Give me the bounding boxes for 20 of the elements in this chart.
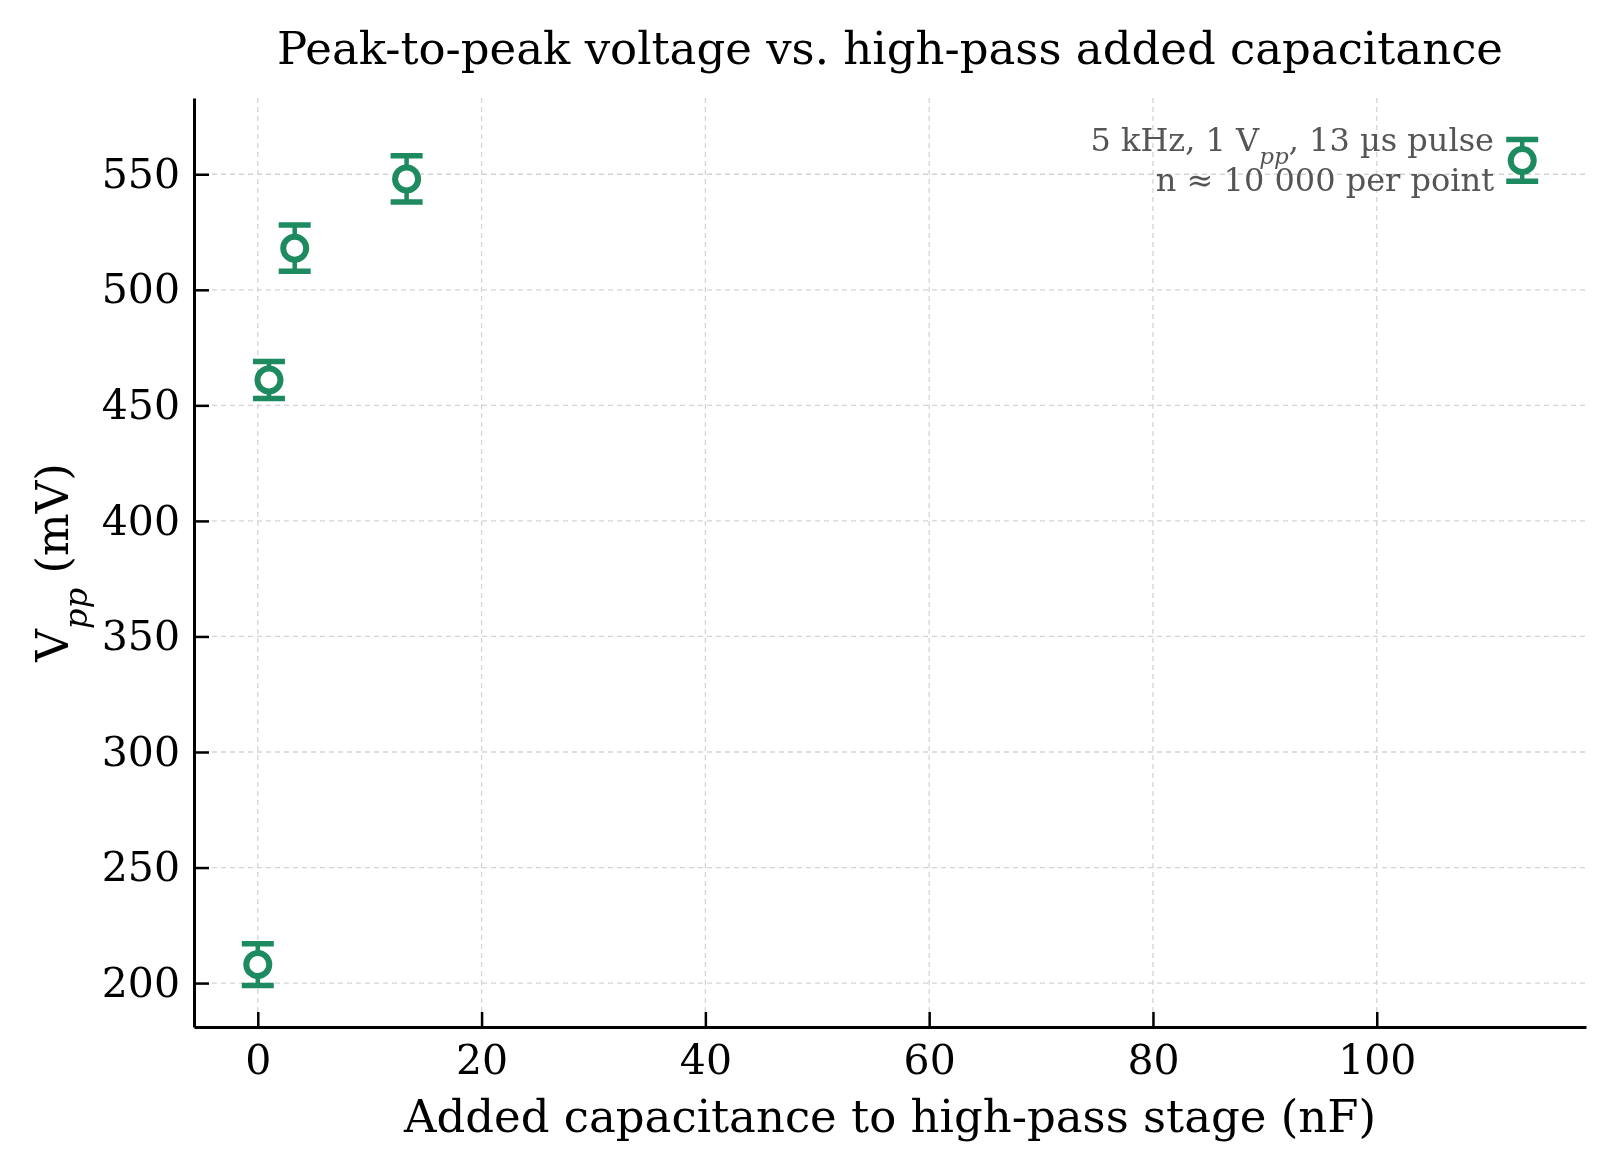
- chart-title: Peak-to-peak voltage vs. high-pass added capacitance: [277, 22, 1503, 75]
- y-tick-label: 350: [101, 612, 180, 661]
- y-tick-label: 550: [101, 149, 180, 198]
- y-tick-label: 400: [101, 496, 180, 545]
- point: [392, 164, 422, 194]
- point: [243, 950, 273, 980]
- point: [280, 233, 310, 263]
- y-tick-label: 450: [101, 380, 180, 429]
- point: [1507, 145, 1537, 175]
- y-tick-label: 300: [101, 727, 180, 776]
- y-tick-label: 250: [101, 843, 180, 892]
- x-tick-label: 20: [455, 1036, 509, 1085]
- x-tick-label: 40: [679, 1036, 732, 1085]
- x-tick-label: 0: [245, 1036, 272, 1085]
- y-tick-label: 200: [101, 958, 180, 1007]
- y-tick-label: 500: [101, 265, 180, 314]
- x-tick-label: 100: [1338, 1036, 1417, 1085]
- x-tick-label: 60: [903, 1036, 956, 1085]
- x-tick-label: 80: [1127, 1036, 1180, 1085]
- x-axis-title: Added capacitance to high-pass stage (nF): [402, 1090, 1377, 1143]
